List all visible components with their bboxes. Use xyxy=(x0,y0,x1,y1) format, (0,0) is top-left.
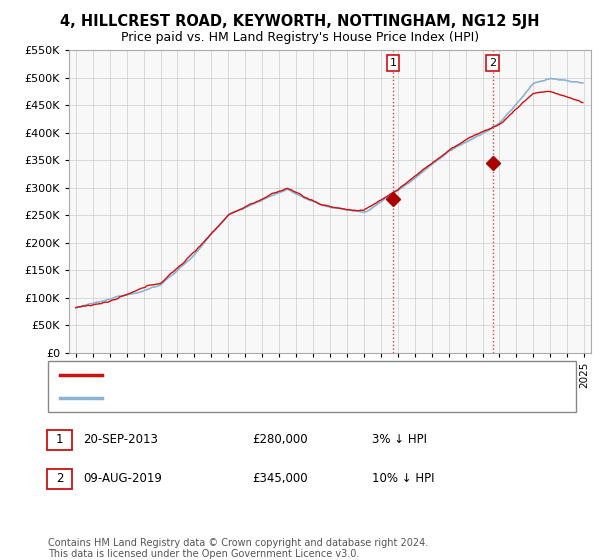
Text: 20-SEP-2013: 20-SEP-2013 xyxy=(83,433,158,446)
Text: 4, HILLCREST ROAD, KEYWORTH, NOTTINGHAM, NG12 5JH (detached house): 4, HILLCREST ROAD, KEYWORTH, NOTTINGHAM,… xyxy=(111,370,537,380)
Text: 2: 2 xyxy=(489,58,496,68)
Text: Price paid vs. HM Land Registry's House Price Index (HPI): Price paid vs. HM Land Registry's House … xyxy=(121,31,479,44)
Text: £280,000: £280,000 xyxy=(252,433,308,446)
Text: £345,000: £345,000 xyxy=(252,472,308,486)
Text: 1: 1 xyxy=(389,58,397,68)
Text: Contains HM Land Registry data © Crown copyright and database right 2024.
This d: Contains HM Land Registry data © Crown c… xyxy=(48,538,428,559)
Text: HPI: Average price, detached house, Rushcliffe: HPI: Average price, detached house, Rush… xyxy=(111,393,372,403)
Text: 4, HILLCREST ROAD, KEYWORTH, NOTTINGHAM, NG12 5JH: 4, HILLCREST ROAD, KEYWORTH, NOTTINGHAM,… xyxy=(60,14,540,29)
Text: 1: 1 xyxy=(56,433,63,446)
Text: 2: 2 xyxy=(56,472,63,486)
Text: 09-AUG-2019: 09-AUG-2019 xyxy=(83,472,161,486)
Text: 10% ↓ HPI: 10% ↓ HPI xyxy=(372,472,434,486)
Text: 3% ↓ HPI: 3% ↓ HPI xyxy=(372,433,427,446)
